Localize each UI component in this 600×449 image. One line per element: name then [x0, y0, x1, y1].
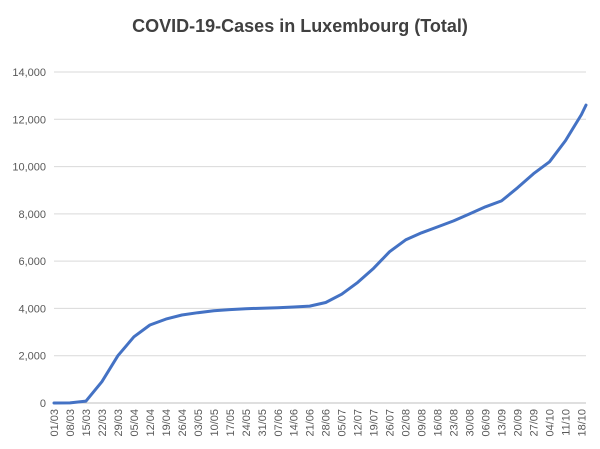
x-tick-label: 09/08	[417, 409, 429, 437]
x-tick-label: 08/03	[65, 409, 77, 437]
x-tick-label: 15/03	[81, 409, 93, 437]
x-tick-label: 19/04	[161, 409, 173, 437]
x-tick-label: 04/10	[544, 409, 556, 437]
x-tick-label: 11/10	[560, 409, 572, 436]
x-tick-label: 23/08	[449, 409, 461, 437]
x-tick-label: 17/05	[225, 409, 237, 437]
y-tick-label: 8,000	[18, 209, 46, 221]
x-tick-label: 05/04	[129, 409, 141, 437]
x-tick-label: 03/05	[193, 409, 205, 437]
x-tick-label: 12/07	[353, 409, 365, 437]
y-tick-label: 10,000	[12, 162, 46, 174]
x-tick-label: 14/06	[289, 409, 301, 437]
x-tick-label: 21/06	[305, 409, 317, 437]
x-tick-label: 30/08	[465, 409, 477, 437]
x-tick-label: 28/06	[321, 409, 333, 437]
x-tick-label: 26/04	[177, 409, 189, 437]
y-tick-label: 6,000	[18, 256, 46, 268]
x-tick-label: 02/08	[401, 409, 413, 437]
x-tick-label: 16/08	[433, 409, 445, 437]
y-tick-label: 12,000	[12, 114, 46, 126]
x-tick-label: 20/09	[513, 409, 525, 437]
x-tick-label: 22/03	[97, 409, 109, 437]
y-tick-label: 14,000	[12, 67, 46, 79]
x-tick-label: 05/07	[337, 409, 349, 437]
x-tick-label: 13/09	[497, 409, 509, 437]
y-tick-label: 0	[40, 398, 46, 410]
x-tick-label: 10/05	[209, 409, 221, 437]
x-tick-label: 24/05	[241, 409, 253, 437]
x-tick-label: 12/04	[145, 409, 157, 437]
x-tick-label: 19/07	[369, 409, 381, 437]
y-tick-label: 2,000	[18, 351, 46, 363]
series-line	[52, 103, 588, 405]
x-tick-label: 31/05	[257, 409, 269, 437]
x-tick-label: 01/03	[49, 409, 61, 437]
x-tick-label: 26/07	[385, 409, 397, 437]
x-tick-label: 07/06	[273, 409, 285, 437]
y-tick-label: 4,000	[18, 303, 46, 315]
x-tick-label: 18/10	[576, 409, 588, 437]
x-tick-label: 06/09	[481, 409, 493, 437]
x-tick-label: 27/09	[528, 409, 540, 437]
chart-title: COVID-19-Cases in Luxembourg (Total)	[132, 16, 468, 36]
x-tick-label: 29/03	[113, 409, 125, 437]
